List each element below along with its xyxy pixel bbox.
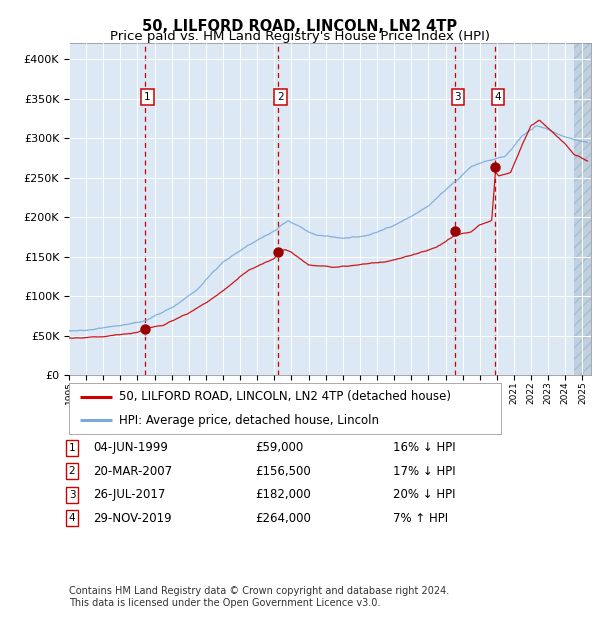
Text: 20-MAR-2007: 20-MAR-2007 xyxy=(93,465,172,477)
Text: 50, LILFORD ROAD, LINCOLN, LN2 4TP (detached house): 50, LILFORD ROAD, LINCOLN, LN2 4TP (deta… xyxy=(119,391,451,404)
Text: £182,000: £182,000 xyxy=(255,489,311,501)
Text: 17% ↓ HPI: 17% ↓ HPI xyxy=(393,465,455,477)
Text: 3: 3 xyxy=(68,490,76,500)
Text: £59,000: £59,000 xyxy=(255,441,303,454)
Text: HPI: Average price, detached house, Lincoln: HPI: Average price, detached house, Linc… xyxy=(119,414,379,427)
Text: £264,000: £264,000 xyxy=(255,512,311,525)
Text: 29-NOV-2019: 29-NOV-2019 xyxy=(93,512,172,525)
Text: 2: 2 xyxy=(68,466,76,476)
Text: 26-JUL-2017: 26-JUL-2017 xyxy=(93,489,166,501)
Text: 1: 1 xyxy=(68,443,76,453)
Text: 20% ↓ HPI: 20% ↓ HPI xyxy=(393,489,455,501)
Bar xyxy=(574,43,596,375)
Text: 16% ↓ HPI: 16% ↓ HPI xyxy=(393,441,455,454)
Text: 2: 2 xyxy=(277,92,284,102)
Text: 04-JUN-1999: 04-JUN-1999 xyxy=(93,441,168,454)
Text: This data is licensed under the Open Government Licence v3.0.: This data is licensed under the Open Gov… xyxy=(69,598,380,608)
Text: 7% ↑ HPI: 7% ↑ HPI xyxy=(393,512,448,525)
Text: Price paid vs. HM Land Registry's House Price Index (HPI): Price paid vs. HM Land Registry's House … xyxy=(110,30,490,43)
Text: 1: 1 xyxy=(144,92,151,102)
Text: 50, LILFORD ROAD, LINCOLN, LN2 4TP: 50, LILFORD ROAD, LINCOLN, LN2 4TP xyxy=(142,19,458,33)
Text: £156,500: £156,500 xyxy=(255,465,311,477)
Text: 4: 4 xyxy=(68,513,76,523)
Text: 3: 3 xyxy=(455,92,461,102)
Text: Contains HM Land Registry data © Crown copyright and database right 2024.: Contains HM Land Registry data © Crown c… xyxy=(69,587,449,596)
Text: 4: 4 xyxy=(494,92,501,102)
